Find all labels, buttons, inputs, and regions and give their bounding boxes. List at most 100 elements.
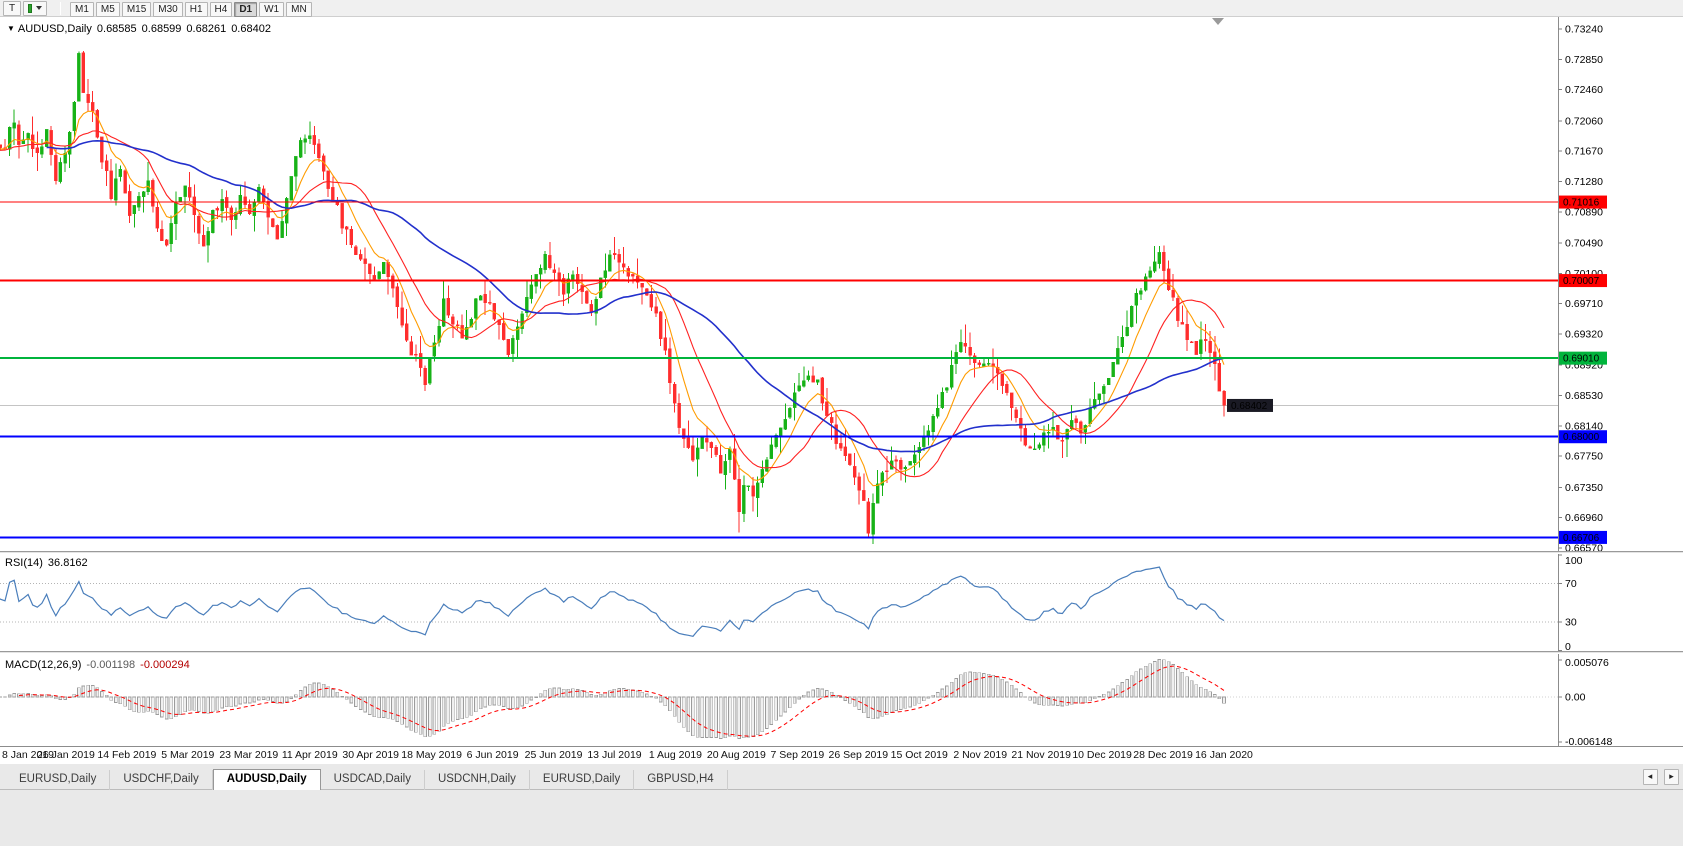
rsi-tick: 70 <box>1565 578 1577 590</box>
toolbar: T M1 M5 M15 M30 H1 H4 D1 W1 MN <box>0 0 1683 17</box>
tab-scroll-left-button[interactable]: ◂ <box>1642 768 1658 785</box>
price-tick: 0.72460 <box>1565 84 1603 96</box>
chart-shift-marker <box>1212 18 1224 25</box>
timeframe-button-h1[interactable]: H1 <box>184 2 208 17</box>
price-tick: 0.67350 <box>1565 482 1603 494</box>
macd-tick: -0.006148 <box>1565 736 1612 747</box>
price-badge-0.68000 <box>1559 430 1607 444</box>
date-label: 1 Aug 2019 <box>648 749 702 761</box>
timeframe-button-m1[interactable]: M1 <box>70 2 94 17</box>
pane-separator <box>0 651 1683 654</box>
ma-mid-red <box>0 130 1225 478</box>
price-badge-0.70007 <box>1559 274 1607 288</box>
date-label: 26 Jan 2019 <box>37 749 95 761</box>
time-axis[interactable]: 8 Jan 2019 26 Jan 2019 14 Feb 2019 5 Mar 20… <box>0 747 1558 764</box>
bottom-area: EURUSD,Daily USDCHF,Daily AUDUSD,Daily USDC… <box>0 764 1683 846</box>
price-tick: 0.71670 <box>1565 146 1603 158</box>
symbol-period-label: AUDUSD,Daily <box>17 23 92 35</box>
price-tick: 0.66960 <box>1565 512 1603 524</box>
rsi-tick: 100 <box>1565 555 1583 567</box>
price-axis[interactable]: 0.73240 0.72850 0.72460 0.72060 0.71670 0.712… <box>1558 17 1607 746</box>
price-tick: 0.69320 <box>1565 329 1603 341</box>
rsi-tick: 0 <box>1565 641 1571 653</box>
date-label: 18 May 2019 <box>401 749 462 761</box>
tab-scroll-buttons: ◂ ▸ <box>1642 766 1680 785</box>
price-tick: 0.72060 <box>1565 115 1603 127</box>
candlesticks <box>0 51 1226 544</box>
timeframe-button-m15[interactable]: M15 <box>121 2 152 17</box>
price-tick: 0.70490 <box>1565 237 1603 249</box>
date-label: 21 Nov 2019 <box>1011 749 1071 761</box>
chart-tab-6-gbpusd-h4[interactable]: GBPUSD,H4 <box>634 770 728 790</box>
rsi-tick: 30 <box>1565 616 1577 628</box>
macd-histogram <box>0 659 1226 739</box>
timeframe-button-w1[interactable]: W1 <box>259 2 285 17</box>
horizontal-lines <box>0 201 1558 539</box>
timeframe-button-mn[interactable]: MN <box>286 2 312 17</box>
price-tick: 0.67750 <box>1565 451 1603 463</box>
timeframe-button-m30[interactable]: M30 <box>153 2 183 17</box>
chart-tab-3-usdcad-daily[interactable]: USDCAD,Daily <box>321 770 425 790</box>
macd-value-signal: -0.000294 <box>140 659 190 671</box>
date-label: 23 Mar 2019 <box>219 749 279 761</box>
ma-slow-blue <box>46 139 1225 453</box>
timeframe-button-m5[interactable]: M5 <box>95 2 120 17</box>
date-label: 25 Jun 2019 <box>524 749 583 761</box>
symbol-dropdown-icon: ▼ <box>7 24 15 33</box>
date-label: 11 Apr 2019 <box>281 749 338 761</box>
rsi-value: 36.8162 <box>47 557 88 569</box>
macd-label: MACD(12,26,9) <box>5 659 82 671</box>
date-label: 5 Mar 2019 <box>161 749 215 761</box>
current-price-badge <box>1227 398 1273 412</box>
macd-axis[interactable]: 0.005076 0.00 -0.006148 <box>1558 657 1612 747</box>
price-badge-0.69010 <box>1559 351 1607 365</box>
chart-tab-4-usdcnh-daily[interactable]: USDCNH,Daily <box>425 770 530 790</box>
chart-type-dropdown-button[interactable] <box>23 0 47 16</box>
price-tick: 0.69710 <box>1565 298 1603 310</box>
rsi-label: RSI(14) <box>5 557 43 569</box>
date-label: 15 Oct 2019 <box>890 749 948 761</box>
pane-separator <box>0 551 1683 554</box>
chart-tab-0-eurusd-daily[interactable]: EURUSD,Daily <box>6 770 111 790</box>
tab-scroll-right-button[interactable]: ▸ <box>1664 768 1679 785</box>
date-label: 26 Sep 2019 <box>828 749 889 761</box>
low-value: 0.68261 <box>186 23 227 35</box>
price-badge-label: 0.70007 <box>1563 276 1600 287</box>
chart-tab-2-audusd-daily[interactable]: AUDUSD,Daily <box>212 769 321 790</box>
chart-area[interactable]: 0.73240 0.72850 0.72460 0.72060 0.71670 0.712… <box>0 17 1683 764</box>
chart-tabs: EURUSD,Daily USDCHF,Daily AUDUSD,Daily USDC… <box>0 769 1683 790</box>
date-label: 2 Nov 2019 <box>953 749 1008 761</box>
macd-tick: 0.00 <box>1565 692 1586 704</box>
timeframe-button-h4[interactable]: H4 <box>209 2 233 17</box>
price-badge-label: 0.68000 <box>1563 432 1600 443</box>
rsi-axis[interactable]: 100 70 30 0 <box>1558 554 1583 653</box>
open-value: 0.68585 <box>96 23 137 35</box>
date-label: 14 Feb 2019 <box>97 749 157 761</box>
price-badge-label: 0.69010 <box>1563 354 1600 365</box>
date-label: 13 Jul 2019 <box>587 749 642 761</box>
macd-tick: 0.005076 <box>1565 657 1609 669</box>
close-value: 0.68402 <box>231 23 271 35</box>
rsi-line <box>0 566 1225 637</box>
price-tick: 0.73240 <box>1565 24 1603 36</box>
chart-ohlc-title: ▼ AUDUSD,Daily 0.68585 0.68599 0.68261 0.6840… <box>7 23 271 35</box>
price-badge-0.71016 <box>1559 195 1607 209</box>
macd-pane-label: MACD(12,26,9) -0.001198 -0.000294 <box>5 659 190 671</box>
price-badge-label: 0.66706 <box>1563 533 1600 544</box>
price-tick: 0.70890 <box>1565 206 1603 218</box>
date-label: 8 Jan 2019 <box>2 749 54 761</box>
date-label: 10 Dec 2019 <box>1072 749 1132 761</box>
price-tick: 0.72850 <box>1565 54 1603 66</box>
macd-value-main: -0.001198 <box>86 659 136 671</box>
timeframe-button-d1[interactable]: D1 <box>234 2 258 17</box>
date-label: 30 Apr 2019 <box>342 749 399 761</box>
chart-tab-5-eurusd-daily[interactable]: EURUSD,Daily <box>530 770 635 790</box>
timeframe-buttons: M1 M5 M15 M30 H1 H4 D1 W1 MN <box>69 0 313 17</box>
toolbar-tool-button[interactable]: T <box>3 0 21 16</box>
date-label: 16 Jan 2020 <box>1195 749 1253 761</box>
chart-tab-1-usdchf-daily[interactable]: USDCHF,Daily <box>110 770 213 790</box>
macd-signal-line <box>18 665 1225 737</box>
chart-canvas[interactable]: 0.73240 0.72850 0.72460 0.72060 0.71670 0.712… <box>0 17 1683 747</box>
price-tick: 0.71280 <box>1565 176 1603 188</box>
